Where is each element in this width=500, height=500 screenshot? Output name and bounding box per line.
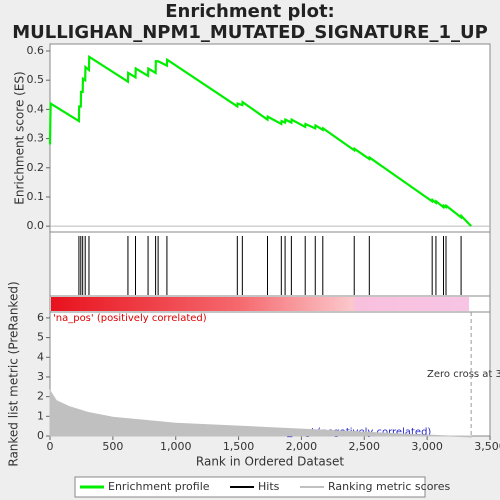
x-tick-label: 1,500: [223, 440, 255, 453]
es-line: [48, 54, 472, 227]
y-axis-label: Ranked list metric (PreRanked): [7, 281, 21, 466]
y-tick-label: 0.6: [27, 44, 45, 57]
x-tick-label: 2,000: [286, 440, 318, 453]
metric-panel: [49, 311, 491, 437]
annotation: Zero cross at 3: [427, 369, 500, 380]
y-tick-label: 2: [37, 390, 44, 403]
x-tick-label: 2,500: [349, 440, 381, 453]
x-tick-label: 0: [47, 440, 54, 453]
y-tick-label: 0.0: [27, 219, 45, 232]
legend-label: Enrichment profile: [108, 480, 210, 493]
metric-area: [49, 389, 472, 438]
legend-label: Ranking metric scores: [328, 480, 450, 493]
y-axis-label: Enrichment score (ES): [13, 71, 27, 204]
y-tick-label: 4: [37, 350, 44, 363]
y-tick-label: 0.4: [27, 102, 45, 115]
chart-title: Enrichment plot:: [165, 1, 335, 22]
y-tick-label: 0.5: [27, 73, 45, 86]
x-tick-label: 3,000: [411, 440, 443, 453]
y-tick-label: 0: [37, 429, 44, 442]
x-tick-label: 1,000: [160, 440, 192, 453]
y-tick-label: 5: [37, 331, 44, 344]
x-tick-label: 500: [102, 440, 123, 453]
x-tick-label: 3,500: [474, 440, 500, 453]
y-tick-label: 0.2: [27, 161, 45, 174]
chart-title: MULLIGHAN_NPM1_MUTATED_SIGNATURE_1_UP: [12, 22, 488, 43]
es-panel: [49, 43, 491, 233]
y-tick-label: 1: [37, 409, 44, 422]
y-tick-label: 6: [37, 311, 44, 324]
color-bar: [51, 297, 469, 311]
annotation: 'na_pos' (positively correlated): [53, 313, 207, 324]
y-tick-label: 0.3: [27, 132, 45, 145]
hits-panel: [49, 231, 491, 297]
y-tick-label: 3: [37, 370, 44, 383]
y-tick-label: 0.1: [27, 190, 45, 203]
legend-label: Hits: [258, 480, 280, 493]
x-axis-label: Rank in Ordered Dataset: [196, 455, 344, 469]
